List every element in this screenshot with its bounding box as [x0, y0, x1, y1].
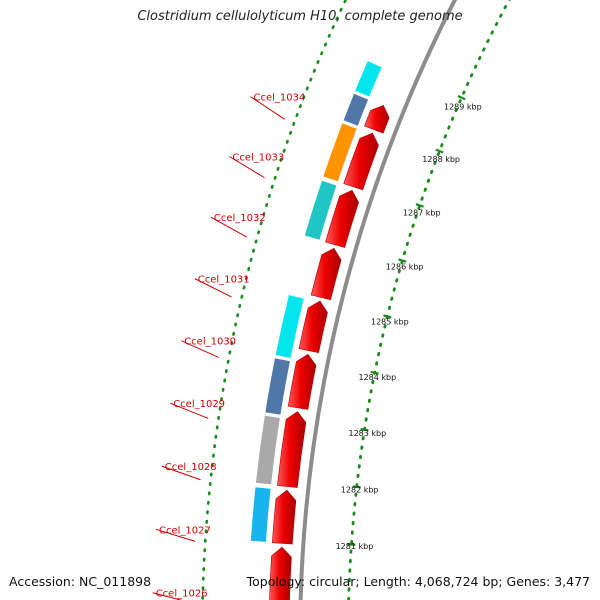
tick-mark [352, 485, 361, 489]
tick-label: 1289 kbp [444, 103, 482, 112]
gene-leader-line [170, 402, 209, 419]
gene-arrow-7 [325, 189, 359, 248]
gene-arrow-3 [277, 411, 307, 488]
tick-label: 1287 kbp [403, 209, 441, 218]
gene-label: Ccel_1033 [232, 153, 284, 164]
gene-arrow-9 [364, 105, 390, 134]
gene-arrow-8 [343, 132, 379, 191]
cog-block-7 [354, 60, 383, 98]
cog-block-1 [255, 414, 281, 486]
gene-label: Ccel_1029 [173, 399, 225, 410]
tick-mark [360, 427, 369, 432]
tick-mark [383, 314, 392, 319]
tick-mark [415, 203, 424, 208]
gene-label: Ccel_1034 [254, 93, 306, 104]
tick-label: 1288 kbp [422, 155, 460, 164]
backbone-arc [298, 0, 458, 600]
tick-label: 1280 kbp [333, 599, 371, 600]
cog-block-2 [264, 357, 291, 416]
gene-leader-line [181, 340, 219, 358]
gene-label: Ccel_1027 [159, 525, 211, 536]
tick-label: 1283 kbp [348, 429, 386, 438]
genome-summary-text: Topology: circular; Length: 4,068,724 bp… [246, 574, 590, 589]
tick-mark [457, 95, 466, 101]
gene-arrow-6 [310, 247, 342, 301]
tick-label: 1281 kbp [336, 542, 374, 551]
backbone-ring [298, 0, 458, 600]
gene-label: Ccel_1031 [198, 275, 250, 286]
tick-mark [435, 148, 444, 154]
gene-arrow-2 [271, 489, 297, 545]
tick-mark [347, 543, 356, 546]
inner-ring-arc [201, 0, 348, 600]
tick-mark [398, 258, 407, 263]
tick-label: 1286 kbp [386, 263, 424, 272]
inner-dotted-ring [201, 0, 348, 600]
gene-label: Ccel_1028 [165, 462, 217, 473]
gene-arrow-1 [269, 546, 292, 600]
cog-block-3 [274, 294, 305, 359]
gene-label: Ccel_1030 [184, 337, 236, 348]
tick-mark [370, 370, 379, 375]
gene-label: Ccel_1026 [156, 589, 208, 600]
gene-leader-line [155, 528, 196, 542]
gene-label: Ccel_1032 [214, 213, 266, 224]
gene-arrows [269, 105, 390, 600]
gene-leader-line [161, 465, 201, 481]
tick-dotted-ring [347, 0, 511, 600]
tick-label: 1282 kbp [341, 485, 379, 494]
tick-labels: 1280 kbp 1281 kbp 1282 kbp 1283 kbp 1284 kbp… [333, 95, 482, 600]
gene-leader-line [152, 592, 183, 600]
tick-label: 1285 kbp [371, 318, 409, 327]
tick-ring-arc [347, 0, 511, 600]
gene-arrow-4 [287, 353, 317, 410]
map-title: Clostridium cellulolyticum H10, complete… [137, 9, 463, 24]
cog-block-4 [303, 179, 338, 241]
gene-leader-line [194, 278, 232, 298]
gene-arrow-5 [298, 300, 328, 354]
cog-block-5 [322, 122, 358, 183]
gene-leader-line [250, 96, 286, 120]
gene-labels: Ccel_1026 Ccel_1027 Ccel_1028 Ccel_1029 Ccel… [152, 93, 306, 600]
cog-block-6 [342, 92, 370, 127]
tick-label: 1284 kbp [358, 373, 396, 382]
cog-color-blocks [249, 60, 383, 543]
gene-leader-line [210, 216, 248, 238]
cog-block-0 [249, 486, 272, 543]
accession-text: Accession: NC_011898 [9, 574, 152, 589]
gene-leader-line [229, 156, 265, 179]
